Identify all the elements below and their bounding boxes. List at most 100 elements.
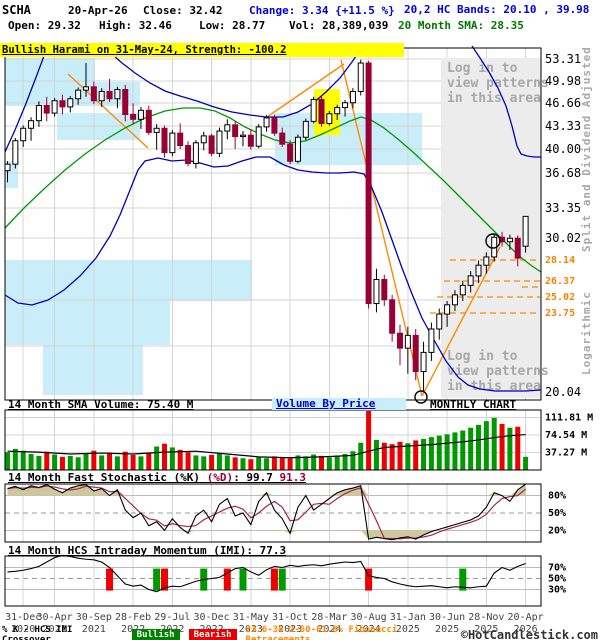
candle-body (522, 215, 529, 247)
volume-bar (5, 452, 10, 470)
x-axis-year-label: 2025 (435, 624, 459, 635)
volume-bar (177, 449, 183, 470)
open-value: Open: 29.32 (8, 19, 81, 32)
x-axis-year-label: 2025 (396, 624, 420, 635)
volume-bar (224, 455, 230, 470)
candle-body (310, 98, 317, 122)
volume-bar (36, 455, 42, 470)
high-value: High: 32.46 (99, 19, 172, 32)
volume-bar (334, 455, 340, 470)
volume-bar (342, 454, 348, 470)
volume-sma-line (7, 433, 526, 459)
volume-bar (515, 426, 521, 470)
candle-body (287, 143, 294, 162)
stoch-d-value: 91.3 (279, 471, 307, 484)
imi-crossover-bull-bar (239, 568, 247, 591)
volume-bar (468, 427, 474, 470)
fibonacci-level-label: 26.37 (545, 276, 575, 287)
volume-by-price-label[interactable]: Volume By Price (272, 398, 406, 410)
candle-body (177, 132, 184, 147)
volume-bar (162, 443, 167, 470)
monthly-chart-label: MONTHLY CHART (430, 398, 517, 411)
volume-bar (138, 456, 144, 470)
candle-body (130, 113, 137, 120)
candle-body (404, 334, 411, 349)
x-axis-date-label: 30-Apr (37, 612, 73, 623)
candle-body (137, 109, 144, 120)
imi-crossover-bear-bar (161, 568, 168, 591)
candle-body (436, 313, 443, 330)
candle-body (428, 328, 435, 353)
imi-axis-label: 70% (548, 563, 566, 574)
candle-body (294, 136, 301, 162)
x-axis-year-label: 2026 (514, 624, 538, 635)
price-axis-label: 20.04 (545, 385, 581, 399)
imi-crossover-bear-bar (106, 568, 114, 591)
price-axis-label: 40.00 (545, 142, 581, 156)
candle-body (145, 109, 152, 133)
candle-body (28, 120, 35, 129)
fibonacci-legend-label: 23.6-38.2-50-61.8% Fibonacci Retracement… (245, 624, 398, 640)
volume-bar (185, 452, 191, 470)
price-axis-label: 36.68 (545, 166, 581, 180)
stoch-axis-label: 20% (548, 525, 566, 536)
candle-body (349, 90, 356, 104)
imi-crossover-bull-bar (459, 568, 467, 591)
candle-body (397, 332, 403, 349)
volume-bar (169, 447, 175, 470)
stoch-axis-label: 80% (548, 491, 566, 502)
candle-body (389, 299, 396, 334)
stoch-d-line (7, 485, 526, 540)
price-axis-label: 43.33 (545, 119, 581, 133)
stoch-title-d: (%D) (206, 471, 234, 484)
x-axis-date-label: 30-Jun (429, 612, 465, 623)
candle-body (467, 275, 474, 286)
x-axis-year-label: 2024 (357, 624, 381, 635)
candle-body (514, 237, 521, 259)
x-axis-date-label: 31-Jan (390, 612, 426, 623)
volume-bar (240, 458, 246, 470)
volume-bar (452, 432, 458, 470)
candle-body (420, 351, 427, 373)
fibonacci-level-label: 23.75 (545, 308, 575, 319)
volume-bar (99, 455, 105, 470)
x-axis-date-label: 31-Oct (272, 612, 308, 623)
volume-axis-label: 111.81 M (545, 412, 593, 423)
volume-axis-label: 37.27 M (545, 447, 587, 458)
trend-line (67, 73, 149, 149)
change-value: Change: 3.34 {+11.5 %} (249, 4, 395, 17)
candle-body (4, 163, 11, 172)
volume-bar (67, 455, 73, 470)
candle-body (263, 117, 270, 128)
x-axis-date-label: 31-Dec (5, 612, 41, 623)
x-axis-year-label: 2025 (474, 624, 498, 635)
x-axis-year-label: 2020 (11, 624, 35, 635)
volume-bar (295, 455, 301, 470)
stoch-title-k: 14 Month Fast Stochastic (%K) (8, 471, 207, 484)
login-prompt-text: Log in to view patterns in this area (447, 349, 549, 394)
volume-bar (326, 457, 332, 470)
candle-body (185, 145, 192, 164)
imi-axis-label: 50% (548, 574, 566, 585)
price-axis-label: 30.02 (545, 231, 581, 245)
volume-bar (397, 441, 403, 470)
sma-value: 20 Month SMA: 28.35 (398, 19, 524, 32)
candle-body (444, 304, 451, 315)
candle-body (334, 107, 341, 115)
volume-bar (476, 424, 481, 470)
candle-body (83, 86, 89, 91)
x-axis-date-label: 28-Feb (115, 612, 151, 623)
candle-body (12, 140, 19, 165)
volume-bar (114, 456, 120, 470)
logarithmic-label: Logarithmic (580, 291, 593, 375)
x-axis-date-label: 30-Aug (351, 612, 387, 623)
candle-body (318, 98, 325, 124)
volume-bar (523, 456, 529, 470)
ticker-symbol: SCHA (2, 3, 31, 17)
volume-bar (232, 457, 238, 470)
split-adjusted-label: Split and Dividend Adjusted (580, 46, 593, 252)
copyright-link[interactable]: ©HotCandlestick.com (460, 627, 598, 640)
stoch-oversold-shade (7, 530, 526, 540)
low-value: Low: 28.77 (199, 19, 266, 32)
imi-panel-title: 14 Month HCS Intraday Momentum (IMI): 77… (8, 544, 287, 557)
